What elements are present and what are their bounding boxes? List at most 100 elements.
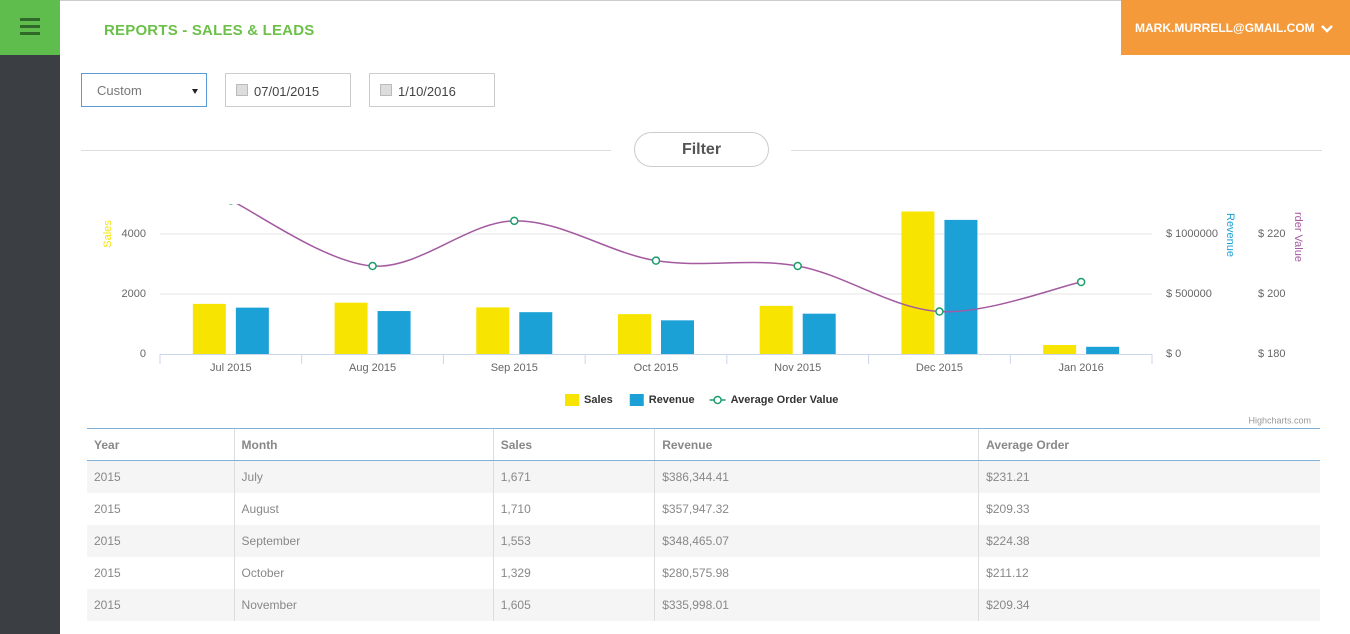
table-cell: November: [233, 589, 494, 621]
marker: [651, 256, 661, 265]
x-tick-label: Sep 2015: [491, 362, 538, 374]
bar: [377, 311, 411, 354]
marker: [1076, 277, 1086, 287]
y-tick-label: 4000: [122, 228, 146, 240]
x-tick-label: Oct 2015: [634, 362, 679, 374]
chart: 0 2000 4000 $ 0 $ 500000 $ 1000000 $ 180 $ 200 $…: [102, 204, 1311, 425]
table-cell: October: [233, 557, 494, 589]
bar: [192, 303, 226, 354]
menu-button[interactable]: [0, 0, 60, 55]
range-select[interactable]: Custom: [81, 73, 207, 107]
marker: [510, 216, 519, 226]
bar: [519, 312, 553, 354]
table-cell: $357,947.32: [654, 493, 979, 525]
bar: [334, 302, 368, 354]
table-row: 2015 September 1,553 $348,465.07 $224.38: [87, 525, 1320, 557]
x-tick-label: Jul 2015: [210, 362, 252, 374]
data-table: Year Month Sales Revenue Average Order 2015 Ju…: [87, 428, 1320, 621]
legend-swatch: [565, 394, 579, 406]
page-title: REPORTS - SALES & LEADS: [104, 22, 315, 39]
y3-tick-label: $ 180: [1258, 348, 1286, 360]
legend-label: Revenue: [649, 394, 695, 406]
table-cell: $280,575.98: [654, 557, 979, 589]
y-tick-label: 2000: [122, 288, 146, 300]
marker: [228, 204, 234, 205]
table-cell: 1,671: [492, 460, 655, 493]
column-header: Month: [233, 428, 494, 461]
bar: [618, 314, 651, 354]
filter-button[interactable]: Filter: [634, 132, 769, 167]
table-cell: 2015: [94, 598, 121, 612]
table-cell: $211.12: [978, 557, 1320, 589]
sidebar: [0, 0, 60, 634]
bar: [901, 211, 935, 354]
divider: [791, 150, 1322, 151]
end-value: 1/10/2016: [398, 84, 456, 99]
x-tick-label: Nov 2015: [774, 362, 821, 374]
bar: [802, 313, 836, 354]
legend-label: Sales: [584, 394, 613, 406]
end-date[interactable]: 1/10/2016: [369, 73, 495, 107]
bar: [944, 219, 978, 354]
y2-tick-label: $ 500000: [1166, 288, 1212, 300]
table-cell: $386,344.41: [654, 460, 979, 493]
bar: [661, 320, 694, 354]
x-tick-label: Jan 2016: [1059, 362, 1104, 374]
y3-tick-label: $ 200: [1258, 288, 1286, 300]
plot-area: [192, 204, 1120, 354]
table-row: 2015 October 1,329 $280,575.98 $211.12: [87, 557, 1320, 589]
y3-tick-label: $ 220: [1258, 228, 1286, 240]
marker: [368, 261, 377, 271]
table-row: 2015 November 1,605 $335,998.01 $209.34: [87, 589, 1320, 621]
bar: [235, 307, 269, 354]
column-header: Average Order: [978, 428, 1320, 461]
range-value: Custom: [97, 83, 142, 98]
start-value: 07/01/2015: [254, 84, 320, 99]
table-cell: 2015: [94, 534, 121, 548]
x-tick-label: Dec 2015: [916, 362, 963, 374]
column-header: Year: [87, 428, 235, 461]
marker: [935, 307, 944, 316]
table-row: 2015 July 1,671 $386,344.41 $231.21: [87, 460, 1320, 493]
x-tick-label: Aug 2015: [349, 362, 396, 374]
table-cell: $224.38: [978, 525, 1320, 557]
table-cell: $231.21: [978, 460, 1320, 493]
y3-axis-title: rder Value: [1292, 212, 1304, 262]
table-cell: $335,998.01: [654, 589, 979, 621]
bar: [1043, 345, 1077, 354]
user-menu[interactable]: MARK.MURRELL@GMAIL.COM: [1121, 0, 1350, 55]
table-cell: $209.34: [978, 589, 1320, 621]
y2-axis-title: Revenue: [1224, 213, 1236, 257]
user-email[interactable]: MARK.MURRELL@GMAIL.COM: [1135, 21, 1315, 35]
y2-tick-label: $ 1000000: [1166, 228, 1218, 240]
start-date[interactable]: 07/01/2015: [225, 73, 351, 107]
table-cell: 2015: [94, 502, 121, 516]
table-cell: July: [233, 460, 494, 493]
chevron: [1321, 25, 1333, 33]
table-cell: 1,710: [492, 493, 655, 525]
table-cell: 1,605: [492, 589, 655, 621]
table-cell: $348,465.07: [654, 525, 979, 557]
table-cell: September: [233, 525, 494, 557]
legend-swatch: [629, 394, 644, 406]
bar: [476, 307, 510, 354]
table-cell: August: [233, 493, 494, 525]
legend-marker: [713, 395, 722, 405]
table-cell: 1,329: [492, 557, 655, 589]
table-cell: 2015: [94, 566, 121, 580]
table-cell: $209.33: [978, 493, 1320, 525]
column-header: Sales: [492, 428, 655, 461]
legend-label: Average Order Value: [731, 394, 839, 406]
divider: [81, 150, 611, 151]
credit: Highcharts.com: [1248, 415, 1311, 425]
table-row: 2015 August 1,710 $357,947.32 $209.33: [87, 493, 1320, 525]
marker: [793, 261, 802, 271]
table-cell: 2015: [94, 470, 121, 484]
table-cell: 1,553: [492, 525, 655, 557]
y-tick-label: 0: [140, 348, 146, 360]
bar: [1086, 346, 1120, 354]
bar: [759, 305, 793, 354]
top-border: [60, 0, 1350, 1]
y2-tick-label: $ 0: [1166, 348, 1181, 360]
